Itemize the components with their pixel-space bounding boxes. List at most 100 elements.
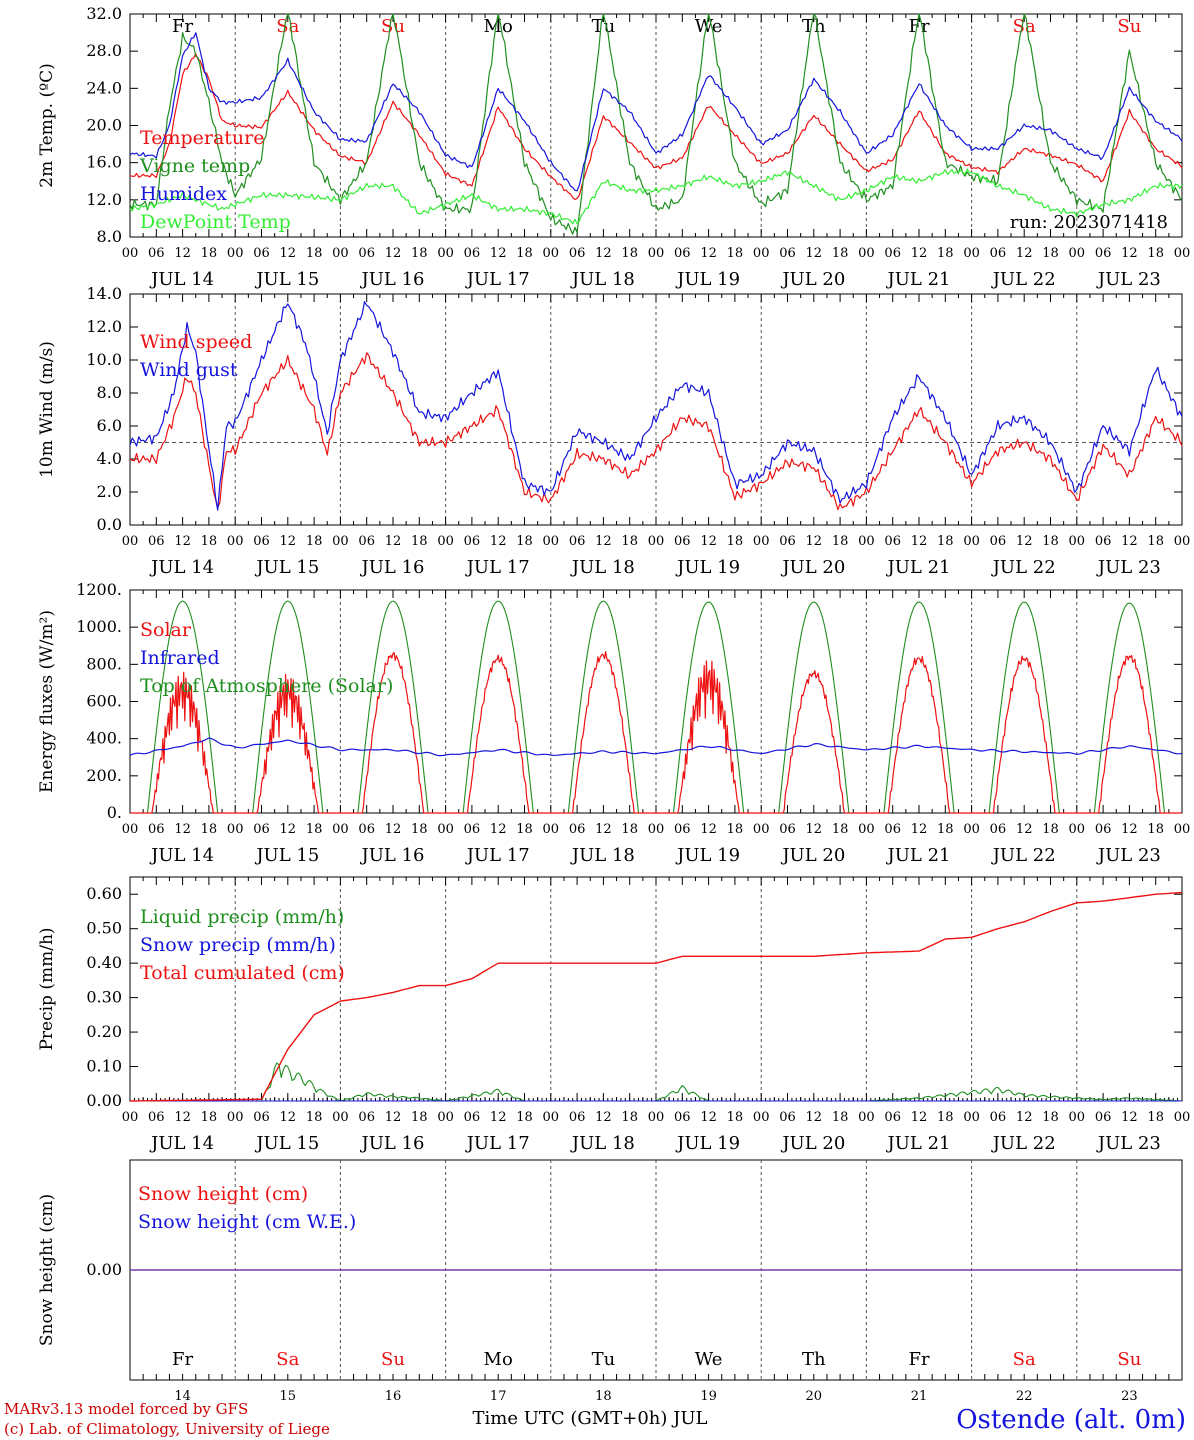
day-number-label: 20 [806, 1389, 823, 1404]
hour-label: 12 [595, 1110, 612, 1125]
date-label: JUL 16 [360, 269, 425, 290]
hour-label: 00 [332, 534, 349, 549]
hour-label: 00 [1069, 246, 1086, 261]
hour-label: 12 [174, 246, 191, 261]
legend-entry: Temperature [140, 127, 264, 149]
series-solar-line [130, 651, 1182, 814]
hour-label: 06 [779, 822, 796, 837]
hour-label: 06 [464, 246, 481, 261]
weekday-label: Su [1117, 16, 1141, 37]
hour-label: 18 [832, 822, 849, 837]
date-label: JUL 22 [991, 845, 1056, 866]
hour-label: 06 [884, 1110, 901, 1125]
hour-label: 06 [1095, 1110, 1112, 1125]
weekday-label: Mo [484, 1349, 513, 1370]
legend-entry: Infrared [140, 647, 220, 669]
weekday-label: Th [802, 1349, 826, 1370]
hour-label: 06 [253, 822, 270, 837]
hour-label: 12 [700, 822, 717, 837]
legend-entry: Vigne temp [139, 155, 250, 177]
date-label: JUL 23 [1096, 1133, 1161, 1154]
hour-label: 12 [490, 246, 507, 261]
hour-label: 06 [779, 246, 796, 261]
panel-2-frame [129, 589, 1183, 814]
hour-label: 12 [1016, 246, 1033, 261]
y-tick-label: 4.0 [97, 449, 122, 468]
hour-label: 18 [832, 534, 849, 549]
hour-label: 06 [148, 1110, 165, 1125]
hour-label: 00 [227, 1110, 244, 1125]
date-label: JUL 15 [254, 845, 319, 866]
hour-label: 06 [990, 822, 1007, 837]
y-tick-label: 0.30 [86, 988, 122, 1007]
weekday-label: Tu [592, 16, 616, 37]
day-number-label: 14 [174, 1389, 191, 1404]
hour-label: 18 [727, 1110, 744, 1125]
date-label: JUL 14 [149, 269, 214, 290]
hour-label: 06 [569, 822, 586, 837]
day-number-label: 15 [280, 1389, 297, 1404]
hour-label: 00 [963, 822, 980, 837]
weekday-label: Sa [1013, 1349, 1036, 1370]
hour-label: 06 [884, 246, 901, 261]
hour-label: 18 [516, 822, 533, 837]
hour-label: 06 [674, 1110, 691, 1125]
hour-label: 12 [1121, 1110, 1138, 1125]
y-tick-label: 28.0 [86, 41, 122, 60]
hour-label: 12 [280, 822, 297, 837]
legend-entry: DewPoint Temp [140, 211, 291, 233]
y-tick-label: 8.0 [97, 383, 122, 402]
y-tick-label: 0. [107, 803, 122, 822]
legend-entry: Snow height (cm W.E.) [138, 1211, 356, 1233]
hour-label: 12 [490, 1110, 507, 1125]
hour-label: 18 [306, 246, 323, 261]
hour-label: 06 [884, 534, 901, 549]
day-number-label: 18 [595, 1389, 612, 1404]
hour-label: 12 [490, 534, 507, 549]
hour-label: 00 [1174, 246, 1191, 261]
weekday-label: Su [381, 1349, 405, 1370]
date-label: JUL 17 [465, 557, 530, 578]
hour-label: 00 [437, 822, 454, 837]
legend-entry: Liquid precip (mm/h) [140, 906, 344, 928]
hour-label: 00 [1174, 822, 1191, 837]
hour-label: 18 [411, 1110, 428, 1125]
hour-label: 06 [1095, 822, 1112, 837]
hour-label: 18 [201, 1110, 218, 1125]
date-label: JUL 23 [1096, 845, 1161, 866]
y-tick-label: 2.0 [97, 482, 122, 501]
hour-label: 18 [937, 246, 954, 261]
hour-label: 12 [490, 822, 507, 837]
weekday-label: Sa [276, 16, 299, 37]
hour-label: 18 [937, 534, 954, 549]
hour-label: 06 [674, 822, 691, 837]
date-label: JUL 22 [991, 1133, 1056, 1154]
y-tick-label: 6.0 [97, 416, 122, 435]
hour-label: 18 [201, 822, 218, 837]
day-number-label: 19 [700, 1389, 717, 1404]
hour-label: 12 [806, 822, 823, 837]
series-total-cumulated-line [129, 891, 1183, 1102]
hour-label: 00 [1069, 1110, 1086, 1125]
hour-label: 12 [385, 822, 402, 837]
hour-label: 18 [306, 534, 323, 549]
series-wind-line [129, 301, 1183, 511]
hour-label: 12 [1016, 1110, 1033, 1125]
series-temperatureline [129, 53, 1183, 200]
date-label: JUL 19 [675, 1133, 740, 1154]
y-tick-label: 12.0 [86, 190, 122, 209]
hour-label: 18 [516, 534, 533, 549]
date-label: JUL 21 [886, 1133, 951, 1154]
date-label: JUL 15 [254, 269, 319, 290]
hour-label: 12 [1016, 534, 1033, 549]
hour-label: 18 [411, 822, 428, 837]
y-tick-label: 0.40 [86, 953, 122, 972]
hour-label: 00 [543, 822, 560, 837]
hour-label: 00 [1069, 822, 1086, 837]
hour-label: 18 [1147, 534, 1164, 549]
weekday-label: Sa [1013, 16, 1036, 37]
series-dewpoint-templine [129, 168, 1183, 225]
date-label: JUL 16 [360, 557, 425, 578]
date-label: JUL 14 [149, 1133, 214, 1154]
